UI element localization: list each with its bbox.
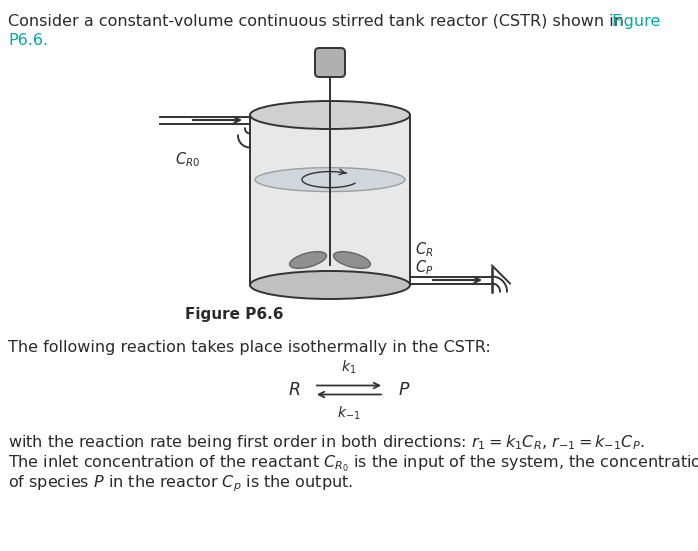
FancyBboxPatch shape [315,48,345,77]
Text: $k_1$: $k_1$ [341,358,357,375]
Text: $k_{-1}$: $k_{-1}$ [337,404,361,422]
Text: of species $P$ in the reactor $C_p$ is the output.: of species $P$ in the reactor $C_p$ is t… [8,473,353,494]
Text: $C_P$: $C_P$ [415,258,433,277]
Text: P6.6.: P6.6. [8,33,48,48]
Ellipse shape [334,252,371,268]
Text: The following reaction takes place isothermally in the CSTR:: The following reaction takes place isoth… [8,340,491,355]
Text: $\mathit{R}$: $\mathit{R}$ [288,381,300,399]
Ellipse shape [290,252,327,268]
Text: $C_R$: $C_R$ [415,240,433,259]
Ellipse shape [250,271,410,299]
Text: Figure: Figure [611,14,660,29]
Text: The inlet concentration of the reactant $C_{R_0}$ is the input of the system, th: The inlet concentration of the reactant … [8,453,698,474]
Bar [250,115,410,285]
Text: $C_{R0}$: $C_{R0}$ [175,150,200,169]
Text: Consider a constant-volume continuous stirred tank reactor (CSTR) shown in: Consider a constant-volume continuous st… [8,14,629,29]
Text: with the reaction rate being first order in both directions: $r_1 = k_1C_R$, $r_: with the reaction rate being first order… [8,433,645,452]
Ellipse shape [250,101,410,129]
Ellipse shape [255,168,405,192]
Text: $\mathit{P}$: $\mathit{P}$ [398,381,410,399]
Text: Figure P6.6: Figure P6.6 [185,307,283,322]
